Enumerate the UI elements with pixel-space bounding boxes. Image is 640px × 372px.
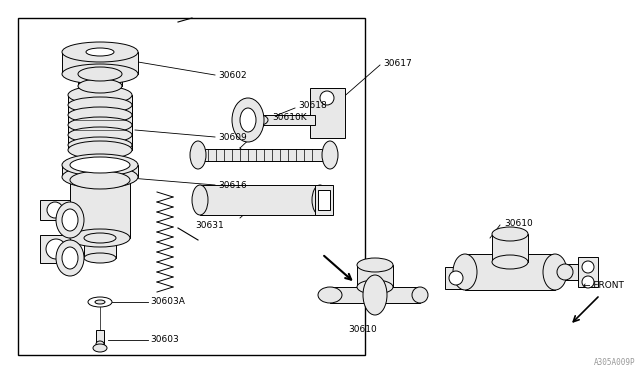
Ellipse shape — [62, 209, 78, 231]
Ellipse shape — [240, 108, 256, 132]
Ellipse shape — [78, 79, 122, 93]
Bar — [555, 264, 580, 280]
Ellipse shape — [582, 276, 594, 288]
Bar — [178, 22, 360, 228]
Ellipse shape — [192, 185, 208, 215]
Text: ← FRONT: ← FRONT — [583, 280, 624, 289]
Ellipse shape — [56, 202, 84, 238]
Ellipse shape — [449, 271, 463, 285]
Ellipse shape — [62, 64, 138, 84]
Text: 30610K: 30610K — [272, 113, 307, 122]
Bar — [40, 200, 70, 220]
Bar — [62, 52, 138, 74]
Bar — [310, 88, 345, 138]
Ellipse shape — [62, 42, 138, 62]
Ellipse shape — [318, 287, 342, 303]
Bar — [78, 74, 122, 86]
Bar — [96, 330, 104, 344]
Ellipse shape — [492, 227, 528, 241]
Text: 30609: 30609 — [218, 132, 247, 141]
Ellipse shape — [453, 254, 477, 290]
Ellipse shape — [46, 239, 66, 259]
Text: 30610: 30610 — [348, 326, 377, 334]
Ellipse shape — [62, 154, 138, 176]
Text: 30618: 30618 — [298, 102, 327, 110]
Ellipse shape — [312, 185, 328, 215]
Ellipse shape — [357, 258, 393, 272]
Bar — [18, 18, 365, 355]
Ellipse shape — [252, 115, 268, 125]
Ellipse shape — [62, 247, 78, 269]
Bar — [260, 115, 315, 125]
Ellipse shape — [78, 67, 122, 81]
Ellipse shape — [68, 127, 132, 143]
Ellipse shape — [70, 171, 130, 189]
Bar — [578, 257, 598, 287]
Ellipse shape — [543, 254, 567, 290]
Bar — [200, 185, 320, 215]
Ellipse shape — [557, 264, 573, 280]
Ellipse shape — [190, 141, 206, 169]
Bar — [40, 235, 72, 263]
Text: 30631: 30631 — [195, 221, 224, 231]
Ellipse shape — [363, 275, 387, 315]
Ellipse shape — [86, 48, 114, 56]
Text: 30610: 30610 — [504, 218, 532, 228]
Bar — [465, 254, 555, 290]
Ellipse shape — [68, 117, 132, 133]
Bar — [492, 234, 528, 262]
Bar — [68, 95, 132, 150]
Ellipse shape — [95, 300, 105, 304]
Ellipse shape — [412, 287, 428, 303]
Ellipse shape — [88, 297, 112, 307]
Ellipse shape — [62, 166, 138, 188]
Ellipse shape — [232, 98, 264, 142]
Bar — [62, 165, 138, 177]
Bar — [330, 287, 420, 303]
Text: 30603A: 30603A — [150, 298, 185, 307]
Ellipse shape — [68, 141, 132, 159]
Text: 30617: 30617 — [383, 58, 412, 67]
Ellipse shape — [68, 86, 132, 104]
Ellipse shape — [492, 255, 528, 269]
Bar — [318, 190, 330, 210]
Text: 30602: 30602 — [218, 71, 246, 80]
Ellipse shape — [56, 240, 84, 276]
Ellipse shape — [582, 261, 594, 273]
Bar — [84, 238, 116, 258]
Ellipse shape — [96, 341, 104, 347]
Ellipse shape — [320, 91, 334, 105]
Ellipse shape — [70, 157, 130, 173]
Ellipse shape — [68, 137, 132, 153]
Bar — [315, 185, 333, 215]
Ellipse shape — [47, 202, 63, 218]
Bar — [445, 267, 467, 289]
Bar — [357, 265, 393, 287]
Bar — [198, 149, 330, 161]
Ellipse shape — [68, 107, 132, 123]
Ellipse shape — [84, 233, 116, 243]
Ellipse shape — [84, 253, 116, 263]
Ellipse shape — [322, 141, 338, 169]
Ellipse shape — [68, 97, 132, 113]
Ellipse shape — [93, 344, 107, 352]
Bar — [70, 180, 130, 238]
Text: A305A009P: A305A009P — [593, 358, 635, 367]
Ellipse shape — [70, 229, 130, 247]
Text: 30603: 30603 — [150, 336, 179, 344]
Text: 30616: 30616 — [218, 180, 247, 189]
Ellipse shape — [357, 280, 393, 294]
